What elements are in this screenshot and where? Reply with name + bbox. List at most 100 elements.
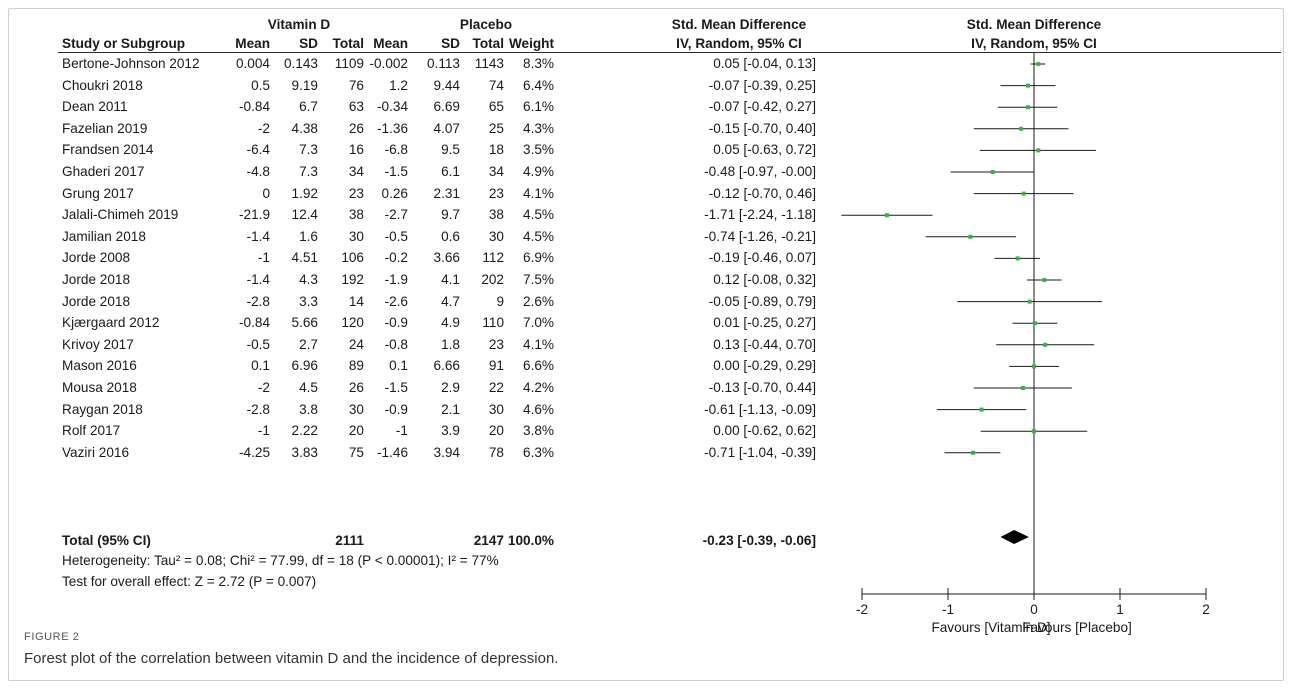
placebo-total: 9 <box>496 293 504 309</box>
study-name: Mason 2016 <box>62 358 137 374</box>
effect-sub-header: IV, Random, 95% CI <box>676 36 802 51</box>
placebo-sd: 4.1 <box>441 272 460 287</box>
study-weight: 4.1% <box>523 185 554 201</box>
study-name: Jamilian 2018 <box>62 228 146 244</box>
vitd-sd: 2.7 <box>299 336 318 352</box>
study-weight: 6.9% <box>523 250 554 266</box>
vitd-total: 75 <box>348 444 364 460</box>
point-estimate <box>968 234 973 239</box>
placebo-mean: -0.2 <box>384 250 408 266</box>
favours-vitamin-d-label: Favours [Vitamin D] <box>931 620 1050 635</box>
study-name: Frandsen 2014 <box>62 142 154 158</box>
vitd-total: 120 <box>341 315 364 331</box>
vitd-sd: 4.38 <box>291 120 318 136</box>
placebo-total: 38 <box>488 207 504 223</box>
mean2-col-header: Mean <box>373 36 408 51</box>
placebo-total: 34 <box>488 164 504 179</box>
placebo-sd: 3.66 <box>433 250 460 266</box>
placebo-sd: 2.31 <box>433 185 460 201</box>
vitd-total: 14 <box>348 293 364 309</box>
point-estimate <box>1032 364 1036 369</box>
placebo-sd: 6.69 <box>433 99 460 115</box>
study-ci: -1.71 [-2.24, -1.18] <box>704 207 816 223</box>
study-weight: 6.6% <box>523 358 554 374</box>
study-ci: 0.01 [-0.25, 0.27] <box>713 315 816 331</box>
placebo-mean: 0.26 <box>381 185 408 201</box>
point-estimate <box>1032 429 1036 434</box>
vitd-total: 23 <box>348 185 364 201</box>
vitd-total: 192 <box>341 272 364 287</box>
heterogeneity-text: Heterogeneity: Tau² = 0.08; Chi² = 77.99… <box>62 553 499 568</box>
placebo-sd: 0.6 <box>441 228 460 244</box>
study-ci: -0.12 [-0.70, 0.46] <box>708 185 816 201</box>
study-name: Ghaderi 2017 <box>62 164 145 179</box>
placebo-mean: -2.6 <box>384 293 408 309</box>
study-name: Choukri 2018 <box>62 77 143 93</box>
vitd-sd: 12.4 <box>291 207 318 223</box>
vitd-mean: -4.25 <box>239 444 270 460</box>
placebo-mean: 0.1 <box>389 358 408 374</box>
point-estimate <box>1025 83 1030 88</box>
study-weight: 4.9% <box>523 164 554 179</box>
vitd-total: 89 <box>348 358 364 374</box>
placebo-total: 23 <box>488 336 504 352</box>
placebo-mean: -0.5 <box>384 228 408 244</box>
vitd-mean: -0.84 <box>239 315 270 331</box>
favours-placebo-label: Favours [Placebo] <box>1022 620 1132 635</box>
vitd-sd: 5.66 <box>291 315 318 331</box>
vitd-mean: -2.8 <box>246 401 270 417</box>
placebo-sd: 9.7 <box>441 207 460 223</box>
study-ci: -0.05 [-0.89, 0.79] <box>708 293 816 309</box>
study-ci: 0.12 [-0.08, 0.32] <box>713 272 816 287</box>
total2-col-header: Total <box>472 36 504 51</box>
vitd-sd: 6.7 <box>299 99 318 115</box>
placebo-mean: 1.2 <box>389 77 408 93</box>
study-weight: 4.5% <box>523 228 554 244</box>
placebo-total: 23 <box>488 185 504 201</box>
placebo-sd: 4.9 <box>441 315 460 331</box>
sd2-col-header: SD <box>441 36 460 51</box>
point-estimate <box>1042 278 1047 282</box>
study-name: Jorde 2008 <box>62 250 131 266</box>
vitd-mean: -6.4 <box>246 142 270 158</box>
point-estimate <box>979 407 984 412</box>
vitd-sd: 1.6 <box>299 228 318 244</box>
vitd-mean: 0.1 <box>251 358 270 374</box>
point-estimate <box>1020 386 1025 390</box>
study-name: Vaziri 2016 <box>62 444 129 460</box>
vitd-total: 30 <box>348 401 364 417</box>
study-weight: 3.8% <box>523 423 554 439</box>
study-name: Jalali-Chimeh 2019 <box>62 207 179 223</box>
point-estimate <box>990 170 995 174</box>
point-estimate <box>1036 148 1041 153</box>
weight-col-header: Weight <box>508 36 554 51</box>
study-ci: -0.07 [-0.42, 0.27] <box>708 99 816 115</box>
placebo-total: 74 <box>488 77 504 93</box>
vitd-mean: 0.5 <box>251 77 270 93</box>
placebo-total: 25 <box>488 120 504 136</box>
overall-effect-text: Test for overall effect: Z = 2.72 (P = 0… <box>62 574 317 589</box>
point-estimate <box>1043 342 1048 347</box>
plot-sub-header: IV, Random, 95% CI <box>971 36 1097 51</box>
placebo-total: 65 <box>488 99 504 115</box>
effect-col-header: Std. Mean Difference <box>671 17 807 32</box>
point-estimate <box>1015 256 1020 261</box>
placebo-sd: 4.7 <box>441 293 460 309</box>
total-label: Total (95% CI) <box>62 533 151 548</box>
placebo-total: 1143 <box>474 56 504 71</box>
study-name: Bertone-Johnson 2012 <box>62 56 200 71</box>
point-estimate <box>1021 191 1026 196</box>
total-placebo: 2147 <box>473 533 504 548</box>
vitd-sd: 3.83 <box>291 444 318 460</box>
placebo-sd: 3.9 <box>441 423 460 439</box>
x-tick-label: -2 <box>856 602 868 617</box>
vitd-mean: 0 <box>262 185 270 201</box>
vitd-total: 106 <box>341 250 364 266</box>
vitd-total: 76 <box>348 77 364 93</box>
placebo-total: 202 <box>481 272 504 287</box>
total1-col-header: Total <box>332 36 364 51</box>
study-name: Fazelian 2019 <box>62 120 148 136</box>
study-ci: -0.15 [-0.70, 0.40] <box>708 120 816 136</box>
group1-header: Vitamin D <box>267 17 331 32</box>
